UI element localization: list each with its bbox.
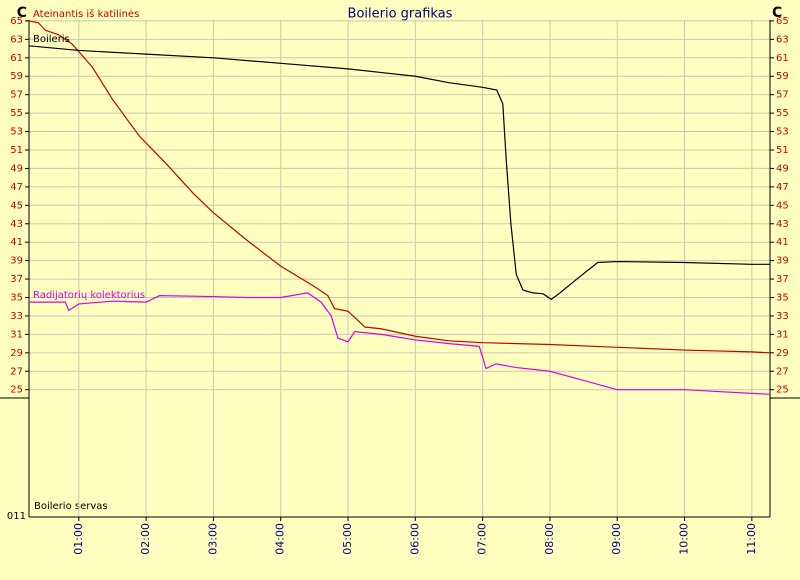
x-tick-label: 09:00: [610, 523, 623, 555]
x-tick-label: 02:00: [139, 523, 152, 555]
y-tick-label: 25: [776, 385, 789, 396]
y-tick-label: 37: [10, 274, 23, 285]
y-tick-label: 25: [10, 385, 23, 396]
y-tick-label: 27: [776, 366, 789, 377]
series-line: [29, 292, 771, 395]
y-tick-label: 45: [10, 200, 23, 211]
y-tick-label: 51: [10, 145, 23, 156]
x-tick-label: 01:00: [72, 523, 85, 555]
y-tick-label: 49: [776, 163, 789, 174]
panel-tick-label: 011: [7, 511, 26, 522]
y-tick-label: 45: [776, 200, 789, 211]
y-tick-label: 37: [776, 274, 789, 285]
x-tick-label: 08:00: [543, 523, 556, 555]
y-tick-label: 33: [10, 311, 23, 322]
y-tick-label: 27: [10, 366, 23, 377]
y-unit: C: [17, 5, 27, 21]
y-tick-label: 55: [776, 108, 789, 119]
y-tick-label: 35: [776, 293, 789, 304]
y-tick-label: 47: [10, 182, 23, 193]
y-tick-label: 59: [776, 71, 789, 82]
y-tick-label: 53: [776, 127, 789, 138]
chart-title: Boilerio grafikas: [348, 7, 453, 22]
x-tick-label: 06:00: [408, 523, 421, 555]
y-tick-label: 65: [776, 16, 789, 27]
series-line: [28, 20, 771, 354]
legend-label: Ateinantis iš katilinės: [33, 8, 139, 20]
y-tick-label: 59: [10, 71, 23, 82]
x-tick-label: 07:00: [476, 523, 489, 555]
y-tick-label: 57: [10, 90, 23, 101]
y-tick-label: 43: [10, 219, 23, 230]
y-tick-label: 63: [10, 34, 23, 45]
y-tick-label: 29: [10, 348, 23, 359]
y-tick-label: 43: [776, 219, 789, 230]
y-tick-label: 33: [776, 311, 789, 322]
y-tick-label: 51: [776, 145, 789, 156]
y-tick-label: 31: [10, 329, 23, 340]
panel-label: Boilerio servas: [34, 501, 108, 512]
legend-label: Boileris: [33, 34, 70, 45]
y-tick-label: 49: [10, 163, 23, 174]
y-tick-label: 41: [10, 237, 23, 248]
x-tick-label: 05:00: [341, 523, 354, 555]
y-unit: C: [772, 5, 782, 21]
y-tick-label: 63: [776, 34, 789, 45]
y-tick-label: 39: [776, 256, 789, 267]
x-tick-label: 10:00: [678, 523, 691, 555]
x-tick-label: 11:00: [745, 523, 758, 555]
y-tick-label: 47: [776, 182, 789, 193]
y-tick-label: 57: [776, 90, 789, 101]
series-line: [28, 45, 770, 301]
y-tick-label: 55: [10, 108, 23, 119]
legend-label: Radijatorių kolektorius: [33, 290, 145, 301]
y-tick-label: 35: [10, 293, 23, 304]
y-tick-label: 65: [10, 16, 23, 27]
y-tick-label: 29: [776, 348, 789, 359]
y-tick-label: 61: [10, 53, 23, 64]
y-tick-label: 39: [10, 256, 23, 267]
x-tick-label: 03:00: [206, 523, 219, 555]
y-tick-label: 61: [776, 53, 789, 64]
x-tick-label: 04:00: [274, 523, 287, 555]
y-tick-label: 31: [776, 329, 789, 340]
y-tick-label: 41: [776, 237, 789, 248]
y-tick-label: 53: [10, 127, 23, 138]
